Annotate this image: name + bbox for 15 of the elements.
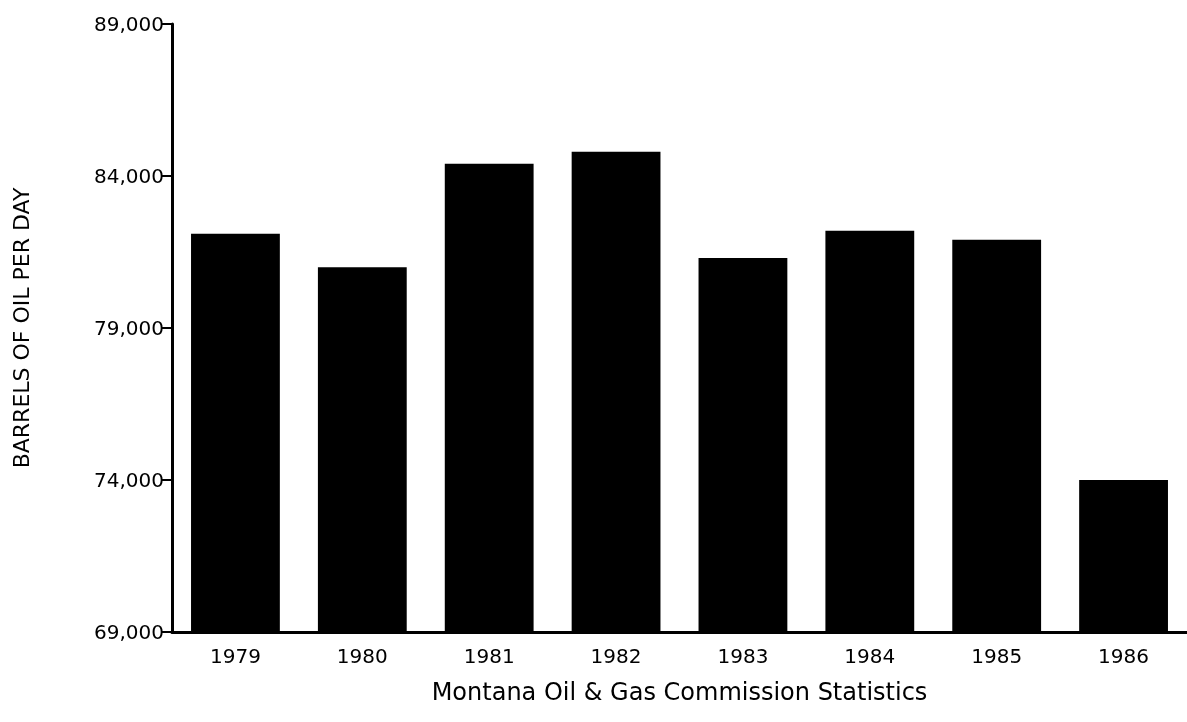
- y-tick-label: 74,000: [94, 468, 164, 492]
- x-tick-label: 1979: [209, 644, 261, 668]
- x-tick-label: 1980: [336, 644, 388, 668]
- x-tick-label: 1986: [1098, 644, 1150, 668]
- x-tick-label: 1982: [590, 644, 642, 668]
- x-tick-label: 1983: [717, 644, 769, 668]
- y-tick-label: 84,000: [94, 164, 164, 188]
- x-tick-label: 1985: [971, 644, 1023, 668]
- y-tick-label: 69,000: [94, 620, 164, 644]
- x-tick-label: 1981: [463, 644, 515, 668]
- y-tick-label: 89,000: [94, 12, 164, 36]
- x-tick-label: 1984: [844, 644, 896, 668]
- y-tick-label: 79,000: [94, 316, 164, 340]
- y-axis-title: BARRELS OF OIL PER DAY: [8, 187, 34, 469]
- x-axis-title: Montana Oil & Gas Commission Statistics: [431, 678, 928, 706]
